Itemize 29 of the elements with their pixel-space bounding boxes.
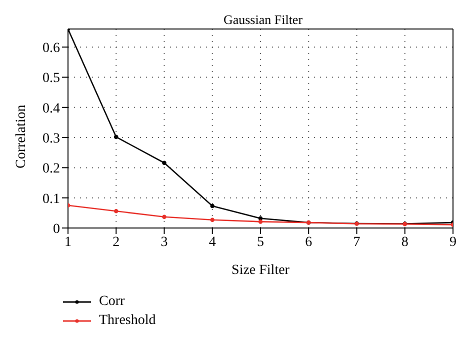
y-tick-label: 0 [53, 222, 60, 237]
x-tick-label: 5 [257, 234, 264, 250]
x-axis-title: Size Filter [232, 263, 290, 278]
point [210, 218, 215, 222]
y-tick-label: 0.5 [42, 71, 60, 86]
point [114, 134, 118, 140]
point [162, 214, 166, 219]
point [258, 220, 263, 224]
point [210, 204, 215, 208]
chart-title: Gaussian Filter [222, 12, 304, 28]
y-axis-title: Correlation [14, 104, 29, 168]
x-tick-label: 8 [401, 234, 408, 250]
x-tick-label: 9 [450, 234, 456, 250]
point [162, 160, 166, 166]
point [114, 208, 118, 214]
legend-label: Threshold [99, 312, 156, 328]
y-tick-label: 0.1 [42, 192, 60, 207]
point [258, 216, 263, 220]
y-tick-label: 0.3 [42, 132, 60, 147]
x-tick-label: 2 [112, 234, 120, 250]
x-tick-label: 6 [305, 234, 312, 250]
y-tick-label: 0.4 [42, 101, 60, 116]
y-tick-label: 0.6 [42, 41, 60, 56]
x-tick-label: 1 [64, 234, 72, 250]
y-tick-label: 0.2 [42, 162, 60, 177]
x-tick-label: 3 [160, 234, 168, 250]
legend-label: Corr [99, 294, 125, 310]
x-tick-label: 4 [208, 234, 216, 250]
x-tick-label: 7 [353, 234, 360, 250]
